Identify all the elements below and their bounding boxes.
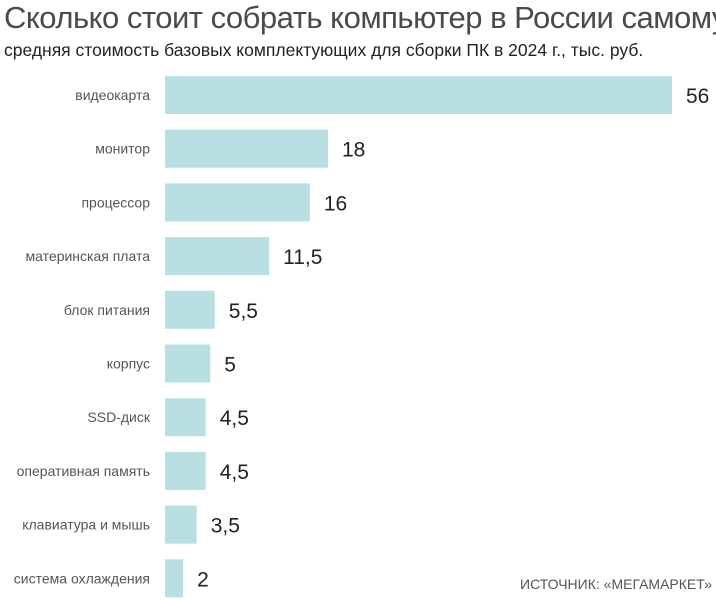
- bar-6: [165, 398, 206, 437]
- category-label: блок питания: [64, 302, 150, 318]
- value-label: 56: [686, 85, 709, 108]
- category-label: оперативная память: [17, 463, 150, 479]
- bar-9: [165, 559, 184, 598]
- category-label: корпус: [107, 356, 150, 372]
- value-label: 2: [197, 568, 209, 591]
- bar-3: [165, 237, 270, 276]
- bar-2: [165, 183, 310, 222]
- bar-0: [165, 76, 672, 114]
- value-label: 3,5: [211, 515, 240, 538]
- category-label: клавиатура и мышь: [22, 517, 150, 533]
- bar-7: [165, 451, 206, 490]
- value-label: 16: [324, 192, 347, 215]
- category-label: материнская плата: [26, 248, 151, 264]
- chart-subtitle: средняя стоимость базовых комплектующих …: [4, 40, 644, 60]
- category-label: видеокарта: [75, 87, 150, 103]
- source-note: ИСТОЧНИК: «МЕГАМАРКЕТ»: [520, 576, 712, 592]
- value-label: 18: [342, 139, 365, 162]
- value-label: 4,5: [220, 407, 249, 430]
- category-label: SSD-диск: [87, 409, 150, 425]
- value-label: 5,5: [229, 300, 258, 323]
- value-label: 11,5: [283, 246, 322, 269]
- bar-1: [165, 129, 328, 168]
- chart-title: Сколько стоит собрать компьютер в России…: [4, 0, 716, 35]
- bar-4: [165, 290, 215, 329]
- bar-5: [165, 344, 211, 383]
- value-label: 4,5: [220, 461, 249, 484]
- category-label: система охлаждения: [14, 570, 150, 586]
- category-label: монитор: [95, 141, 150, 157]
- category-label: процессор: [81, 194, 150, 210]
- bar-8: [165, 505, 197, 544]
- value-label: 5: [224, 354, 236, 377]
